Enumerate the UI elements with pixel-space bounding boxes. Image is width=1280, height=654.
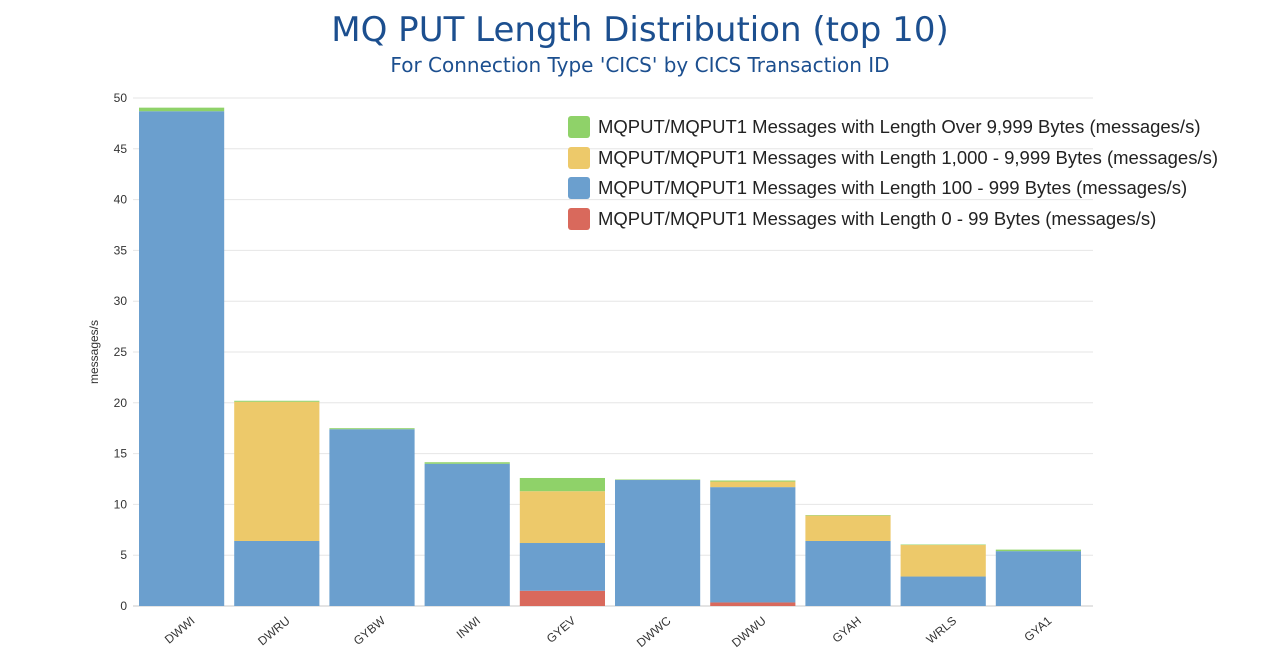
bar-segment (424, 463, 510, 606)
legend-label: MQPUT/MQPUT1 Messages with Length 0 - 99… (598, 207, 1157, 229)
x-axis-ticks: DWWI DWRU GYBW INWI GYEV DWWC DWWU GYAH WRLS GYA1 (162, 613, 1055, 650)
bar-segment (234, 401, 320, 541)
bar-segment (139, 107, 225, 112)
bar-segment (519, 491, 605, 544)
legend-item: MQPUT/MQPUT1 Messages with Length 0 - 99… (568, 204, 1268, 235)
chart-title: MQ PUT Length Distribution (top 10) (331, 10, 949, 50)
bar-segment (995, 549, 1081, 552)
legend-item: MQPUT/MQPUT1 Messages with Length 1,000 … (568, 143, 1268, 174)
y-tick-label: 15 (114, 447, 128, 461)
y-tick-label: 30 (114, 294, 128, 308)
y-tick-label: 45 (114, 142, 128, 156)
y-tick-label: 25 (114, 345, 128, 359)
y-tick-label: 40 (114, 193, 128, 207)
bar-segment (900, 576, 986, 606)
legend-item: MQPUT/MQPUT1 Messages with Length 100 - … (568, 173, 1268, 204)
y-tick-label: 10 (114, 497, 128, 511)
legend-label: MQPUT/MQPUT1 Messages with Length 1,000 … (598, 146, 1218, 168)
x-tick-label: DWWI (162, 614, 198, 647)
x-tick-label: GYEV (544, 614, 579, 646)
x-tick-label: WRLS (924, 614, 960, 647)
bar-segment (900, 545, 986, 577)
bar-segment (519, 477, 605, 492)
x-tick-label: DWRU (255, 614, 293, 649)
bar-segment (329, 429, 415, 606)
bar-segment (234, 540, 320, 606)
bar-segment (805, 515, 891, 516)
legend-swatch (568, 177, 590, 200)
x-tick-label: GYBW (351, 613, 389, 648)
bar-segment (710, 480, 796, 482)
y-tick-label: 0 (120, 599, 127, 613)
bar-segment (900, 544, 986, 546)
bar-segment (710, 602, 796, 606)
bar-segment (805, 540, 891, 606)
chart-legend: MQPUT/MQPUT1 Messages with Length Over 9… (568, 112, 1268, 234)
y-tick-label: 50 (114, 91, 128, 105)
bar-segment (710, 481, 796, 488)
legend-item: MQPUT/MQPUT1 Messages with Length Over 9… (568, 112, 1268, 143)
bar-segment (615, 479, 701, 481)
y-tick-label: 20 (114, 396, 128, 410)
y-axis-ticks: 0 5 10 15 20 25 30 35 40 45 50 (114, 91, 128, 613)
legend-swatch (568, 146, 590, 169)
bar-segment (615, 480, 701, 606)
x-tick-label: DWWU (729, 614, 769, 650)
bars (139, 107, 1081, 606)
x-tick-label: GYA1 (1021, 613, 1054, 644)
legend-swatch (568, 207, 590, 230)
y-tick-label: 35 (114, 243, 128, 257)
legend-swatch (568, 116, 590, 139)
bar-segment (424, 462, 510, 464)
x-tick-label: INWI (454, 614, 483, 642)
bar-segment (519, 543, 605, 591)
y-tick-label: 5 (120, 548, 127, 562)
legend-label: MQPUT/MQPUT1 Messages with Length Over 9… (598, 116, 1201, 138)
bar-segment (234, 400, 320, 402)
bar-segment (710, 487, 796, 603)
bar-segment (995, 551, 1081, 606)
bar-segment (329, 428, 415, 430)
bar-segment (139, 111, 225, 606)
y-axis-label: messages/s (87, 320, 101, 384)
x-tick-label: DWWC (634, 613, 674, 650)
legend-label: MQPUT/MQPUT1 Messages with Length 100 - … (598, 177, 1188, 199)
chart-subtitle: For Connection Type 'CICS' by CICS Trans… (390, 53, 890, 77)
bar-segment (805, 515, 891, 541)
bar-segment (519, 590, 605, 606)
x-tick-label: GYAH (830, 614, 864, 646)
